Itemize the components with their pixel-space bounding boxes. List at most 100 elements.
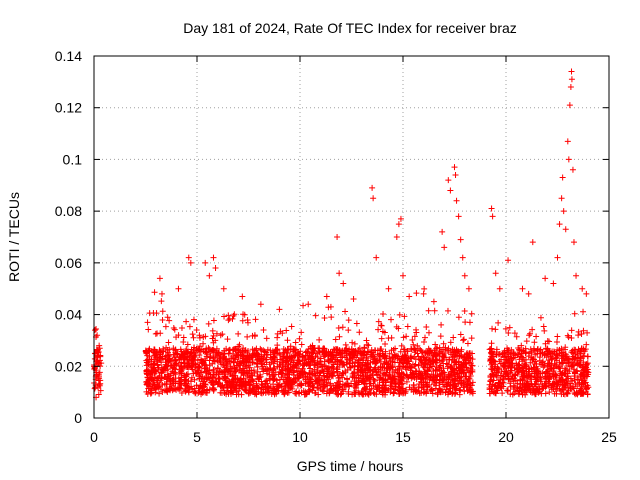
data-point — [230, 355, 237, 362]
data-point — [375, 326, 382, 333]
data-point — [240, 345, 247, 352]
data-point — [384, 367, 391, 374]
data-point — [235, 330, 242, 337]
data-point — [190, 344, 197, 351]
data-point — [431, 307, 438, 314]
data-point — [527, 386, 534, 393]
data-point — [466, 384, 473, 391]
data-point — [244, 316, 251, 323]
data-point — [172, 366, 179, 373]
data-point — [165, 353, 172, 360]
data-point — [210, 332, 217, 339]
data-point — [568, 327, 575, 334]
data-point — [524, 373, 531, 380]
data-point — [562, 226, 569, 233]
data-point — [345, 317, 352, 324]
data-point — [251, 391, 258, 398]
data-point — [553, 351, 560, 358]
data-point — [391, 376, 398, 383]
data-point — [175, 285, 182, 292]
data-point — [151, 350, 158, 357]
data-point — [547, 366, 554, 373]
data-point — [526, 332, 533, 339]
data-point — [216, 376, 223, 383]
data-point — [364, 348, 371, 355]
data-point — [192, 366, 198, 373]
data-point — [185, 353, 192, 360]
data-point — [430, 358, 437, 365]
data-point — [245, 348, 252, 355]
data-point — [538, 376, 545, 383]
data-point — [324, 374, 331, 381]
data-point — [421, 357, 428, 364]
data-point — [406, 293, 413, 300]
data-point — [313, 350, 320, 357]
data-point — [144, 319, 151, 326]
data-point — [416, 368, 423, 375]
data-point — [311, 366, 318, 373]
data-point — [575, 328, 582, 335]
data-point — [327, 380, 334, 387]
data-point — [407, 364, 414, 371]
data-point — [445, 345, 452, 352]
data-point — [95, 383, 102, 390]
data-point — [215, 349, 222, 356]
data-point — [158, 290, 165, 297]
data-point — [329, 388, 336, 395]
data-point — [432, 352, 439, 359]
data-point — [542, 373, 549, 380]
data-point — [194, 357, 201, 364]
data-point — [345, 388, 352, 395]
data-point — [426, 348, 433, 355]
x-tick-label: 15 — [395, 429, 411, 445]
data-point — [351, 348, 358, 355]
data-point — [492, 326, 499, 333]
data-point — [342, 354, 349, 361]
data-point — [397, 376, 404, 383]
data-point — [438, 348, 445, 355]
data-point — [460, 384, 467, 391]
data-point — [428, 386, 435, 393]
data-point — [256, 353, 263, 360]
data-point — [506, 324, 513, 331]
data-point — [357, 372, 364, 379]
data-point — [394, 367, 401, 374]
data-point — [255, 376, 262, 383]
data-point — [556, 221, 563, 228]
data-point — [172, 346, 179, 353]
data-point — [251, 332, 258, 339]
data-point — [157, 330, 164, 337]
data-point — [567, 84, 574, 91]
data-point — [543, 350, 550, 357]
data-point — [395, 221, 402, 228]
data-point — [519, 391, 526, 398]
data-point — [382, 382, 389, 389]
data-point — [92, 327, 99, 334]
data-point — [197, 383, 204, 390]
data-point — [328, 314, 335, 321]
data-point — [445, 177, 452, 184]
data-point — [91, 385, 98, 392]
data-point — [437, 333, 444, 340]
data-point — [565, 156, 572, 163]
data-point — [272, 346, 279, 353]
data-point — [145, 326, 152, 333]
data-point — [200, 358, 207, 365]
data-point — [227, 383, 234, 390]
data-point — [351, 363, 358, 370]
data-point — [488, 388, 495, 395]
data-point — [521, 372, 528, 379]
data-point — [466, 375, 473, 382]
data-point — [378, 384, 385, 391]
data-point — [203, 349, 210, 356]
data-point — [284, 337, 291, 344]
data-point — [506, 375, 513, 382]
data-point — [196, 334, 203, 341]
data-point — [548, 365, 555, 372]
data-point — [464, 378, 471, 385]
data-point — [394, 387, 401, 394]
data-point — [443, 382, 450, 389]
data-point — [441, 369, 448, 376]
data-point — [363, 337, 370, 344]
